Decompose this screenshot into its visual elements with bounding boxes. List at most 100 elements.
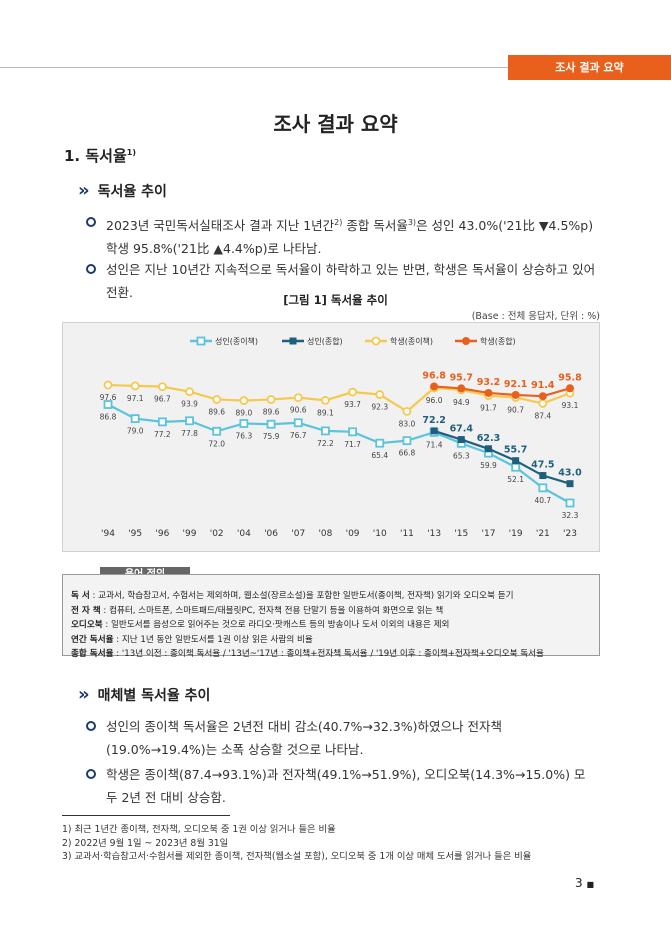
data-label: 59.9	[480, 461, 497, 470]
term: 독 서	[71, 591, 90, 601]
x-tick-label: '23	[563, 529, 577, 539]
data-label: 79.0	[127, 427, 144, 436]
data-point	[402, 436, 412, 446]
x-tick-label: '06	[264, 529, 278, 539]
data-label: 32.3	[562, 511, 579, 520]
data-point	[566, 384, 574, 393]
data-label: 72.2	[422, 415, 445, 426]
bullet: 성인은 지난 10년간 지속적으로 독서율이 하락하고 있는 반면, 학생은 독…	[86, 258, 596, 304]
data-point	[321, 426, 330, 436]
x-tick-label: '07	[291, 529, 305, 539]
data-label: 91.4	[531, 380, 555, 391]
bullet-text: 성인은 지난 10년간 지속적으로 독서율이 하락하고 있는 반면, 학생은 독…	[106, 262, 596, 300]
terms-box: 독 서 : 교과서, 학습참고서, 수험서는 제외하며, 웹소설(장르소설)을 …	[62, 574, 600, 659]
data-label: 97.6	[100, 393, 117, 402]
bullet-text: 은 성인 43.0%('21比 ▼4.5%p) 학생 95.8%('21比 ▲4…	[106, 218, 594, 257]
data-point	[103, 380, 113, 390]
data-label: 90.6	[290, 406, 307, 415]
data-point	[538, 392, 547, 401]
data-point	[484, 388, 493, 397]
data-point	[457, 384, 466, 393]
data-label: 89.6	[208, 407, 225, 416]
term: 오디오북	[71, 620, 103, 630]
footnote-rule	[62, 815, 230, 816]
data-point	[348, 387, 357, 397]
footnote-ref: 1)	[126, 148, 136, 157]
series-line	[434, 385, 571, 398]
data-point	[293, 418, 303, 428]
data-label: 96.0	[426, 396, 443, 405]
data-point	[430, 382, 439, 391]
data-point	[511, 390, 520, 399]
data-label: 96.8	[422, 370, 446, 381]
legend-marker	[371, 336, 381, 346]
data-label: 43.0	[558, 468, 582, 479]
data-label: 40.7	[534, 496, 551, 505]
data-label: 52.1	[507, 475, 524, 484]
chart-panel	[62, 322, 600, 552]
data-point	[430, 427, 438, 435]
term-definition: 일반도서를 음성으로 읽어주는 것으로 라디오·팟캐스트 등의 방송이나 도서 …	[111, 620, 450, 630]
x-tick-label: '11	[400, 529, 414, 539]
data-label: 72.2	[317, 439, 334, 448]
data-point	[457, 436, 465, 444]
header-rule	[0, 67, 671, 68]
legend-label: 학생(종이책)	[390, 336, 433, 346]
data-label: 71.4	[426, 440, 443, 449]
bullet-text: 성인의 종이책 독서율은 2년전 대비 감소(40.7%→32.3%)하였으나 …	[106, 719, 502, 757]
legend-marker	[462, 337, 470, 345]
x-tick-label: '09	[346, 529, 360, 539]
data-point	[212, 395, 222, 404]
x-tick-label: '17	[482, 529, 496, 539]
x-tick-label: '94	[101, 529, 115, 539]
data-point	[157, 382, 167, 392]
legend-label: 성인(종이책)	[215, 336, 258, 346]
bullet-text: 종합 독서율	[342, 218, 408, 234]
figure-note: (Base : 전체 응답자, 단위 : %)	[471, 311, 600, 322]
term-definition: 지난 1년 동안 일반도서를 1권 이상 읽은 사람의 비율	[121, 634, 313, 645]
data-label: 47.5	[531, 460, 554, 471]
bullet-text: 학생은 종이책(87.4→93.1%)과 전자책(49.1%→51.9%), 오…	[106, 767, 586, 805]
page-title: 조사 결과 요약	[273, 112, 398, 136]
x-tick-label: '10	[373, 529, 387, 539]
data-label: 90.7	[507, 405, 524, 414]
data-label: 62.3	[477, 433, 500, 444]
data-label: 89.0	[236, 409, 253, 418]
data-point	[538, 483, 548, 493]
data-label: 66.8	[399, 449, 416, 458]
x-tick-label: '08	[318, 529, 332, 539]
x-tick-label: '15	[454, 529, 468, 539]
term-row: 종합 독서율 : '13년 이전 : 종이책 독서율 / '13년~'17년 :…	[71, 647, 544, 659]
header-tag: 조사 결과 요약	[508, 55, 671, 80]
section-heading: 1. 독서율1)	[64, 145, 136, 166]
data-point	[565, 498, 575, 508]
data-point	[321, 395, 330, 405]
x-tick-label: '02	[210, 529, 224, 539]
series-line	[107, 383, 571, 413]
data-label: 67.4	[450, 424, 474, 435]
data-label: 94.9	[453, 398, 470, 407]
data-point	[512, 457, 520, 465]
term-row: 전 자 책 : 컴퓨터, 스마트폰, 스마트패드/태블릿PC, 전자책 전용 단…	[71, 604, 443, 616]
data-label: 77.8	[181, 429, 198, 438]
page-number-text: 3	[575, 876, 583, 890]
data-label: 65.3	[453, 451, 470, 460]
data-point	[239, 396, 249, 405]
data-label: 65.4	[371, 451, 388, 460]
data-label: 55.7	[504, 445, 527, 456]
term: 연간 독서율	[71, 634, 114, 645]
term-sep: :	[89, 591, 99, 601]
data-label: 71.7	[344, 440, 361, 449]
data-point	[185, 387, 194, 397]
x-tick-label: '96	[155, 529, 169, 539]
data-label: 93.2	[477, 377, 500, 388]
data-label: 93.7	[344, 400, 361, 409]
footnote: 2) 2022년 9월 1일 ~ 2023년 8월 31일	[62, 837, 229, 849]
data-point	[266, 419, 276, 429]
x-tick-label: '19	[509, 529, 523, 539]
data-label: 87.4	[534, 411, 551, 420]
data-label: 77.2	[154, 430, 171, 439]
subsection-heading: 매체별 독서율 추이	[78, 684, 211, 705]
data-point	[266, 395, 276, 404]
